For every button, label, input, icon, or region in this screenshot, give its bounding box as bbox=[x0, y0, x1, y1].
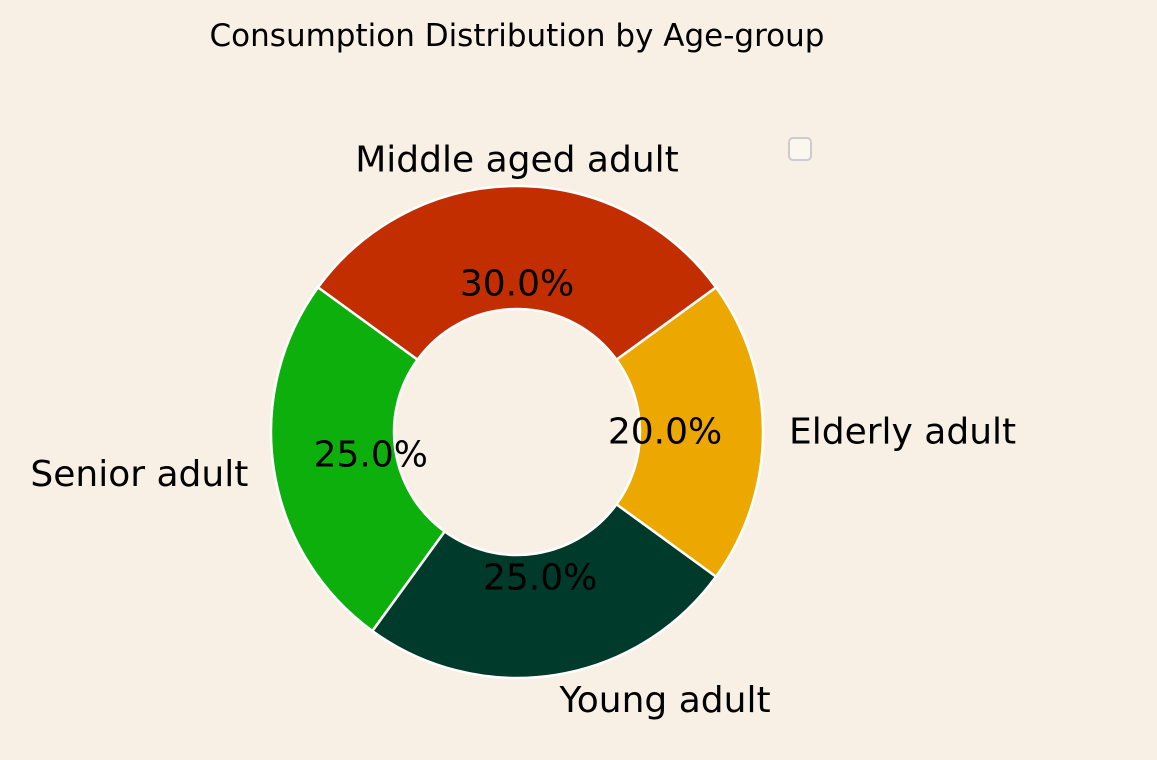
chart-title: Consumption Distribution by Age-group bbox=[210, 18, 825, 54]
pct-label-middle-aged-adult: 30.0% bbox=[460, 264, 574, 305]
label-elderly-adult: Elderly adult bbox=[789, 412, 1016, 453]
slice-senior-adult bbox=[269, 285, 447, 633]
percent-labels-group: 30.0% 25.0% 25.0% 20.0% bbox=[314, 264, 723, 599]
pct-label-senior-adult: 25.0% bbox=[314, 435, 428, 476]
pct-label-elderly-adult: 20.0% bbox=[608, 412, 722, 453]
slice-elderly-adult bbox=[614, 285, 765, 579]
slice-young-adult bbox=[370, 502, 718, 680]
category-labels-group: Middle aged adult Senior adult Young adult… bbox=[30, 140, 1016, 722]
pct-label-young-adult: 25.0% bbox=[483, 558, 597, 599]
label-senior-adult: Senior adult bbox=[30, 454, 248, 495]
label-middle-aged-adult: Middle aged adult bbox=[355, 140, 679, 181]
legend-box bbox=[788, 137, 812, 161]
slices-group bbox=[269, 184, 765, 680]
slice-middle-aged-adult bbox=[316, 184, 718, 362]
label-young-adult: Young adult bbox=[559, 680, 771, 721]
